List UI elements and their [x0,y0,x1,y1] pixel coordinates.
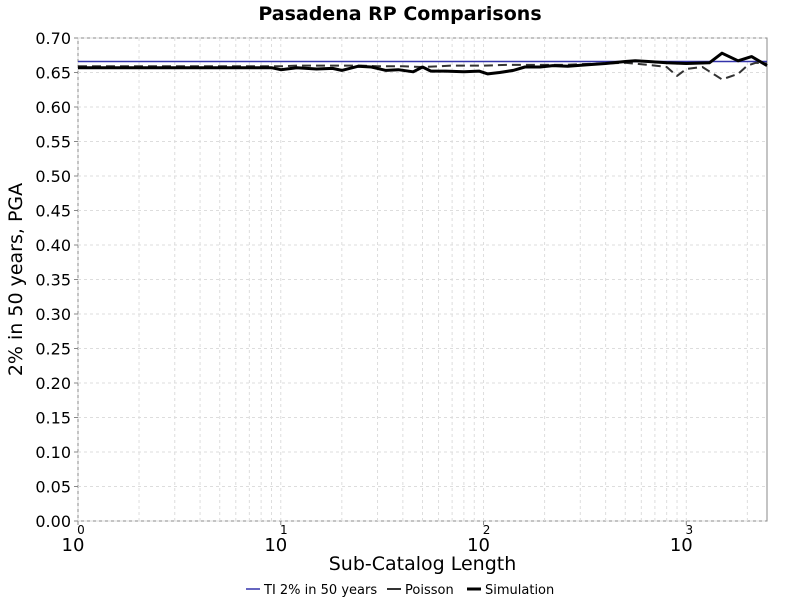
series-layer [78,51,768,81]
y-tick-label: 0.30 [35,305,71,324]
chart-title: Pasadena RP Comparisons [258,3,541,25]
legend-item: TI 2% in 50 years [263,583,377,598]
y-axis: 0.00 0.05 0.10 0.15 0.20 0.25 0.30 0.35 0.40 0.45… [35,29,78,531]
x-tick-exponent: 0 [77,523,85,537]
x-tick-exponent: 3 [685,523,693,537]
y-tick-label: 0.65 [35,64,71,83]
legend-item: Poisson [405,583,454,598]
legend: TI 2% in 50 years Poisson Simulation [246,583,554,598]
y-tick-label: 0.55 [35,133,71,152]
x-tick-exponent: 2 [483,523,491,537]
y-tick-label: 0.50 [35,167,71,186]
y-tick-label: 0.20 [35,374,71,393]
y-tick-label: 0.45 [35,202,71,221]
y-tick-label: 0.60 [35,98,71,117]
x-axis-label: Sub-Catalog Length [329,553,517,575]
y-tick-label: 0.40 [35,236,71,255]
x-tick-label: 10 [62,535,85,556]
y-tick-label: 0.10 [35,443,71,462]
x-tick-exponent: 1 [280,523,288,537]
y-axis-label: 2% in 50 years, PGA [5,183,27,376]
series-line-simulation [78,51,768,76]
x-tick-label: 10 [264,535,287,556]
y-tick-label: 0.70 [35,29,71,48]
y-tick-label: 0.25 [35,340,71,359]
y-tick-label: 0.00 [35,512,71,531]
legend-item: Simulation [485,583,554,598]
grid [77,37,767,522]
y-tick-label: 0.35 [35,271,71,290]
y-tick-label: 0.05 [35,478,71,497]
x-tick-label: 10 [467,535,490,556]
x-tick-label: 10 [670,535,693,556]
y-tick-label: 0.15 [35,409,71,428]
